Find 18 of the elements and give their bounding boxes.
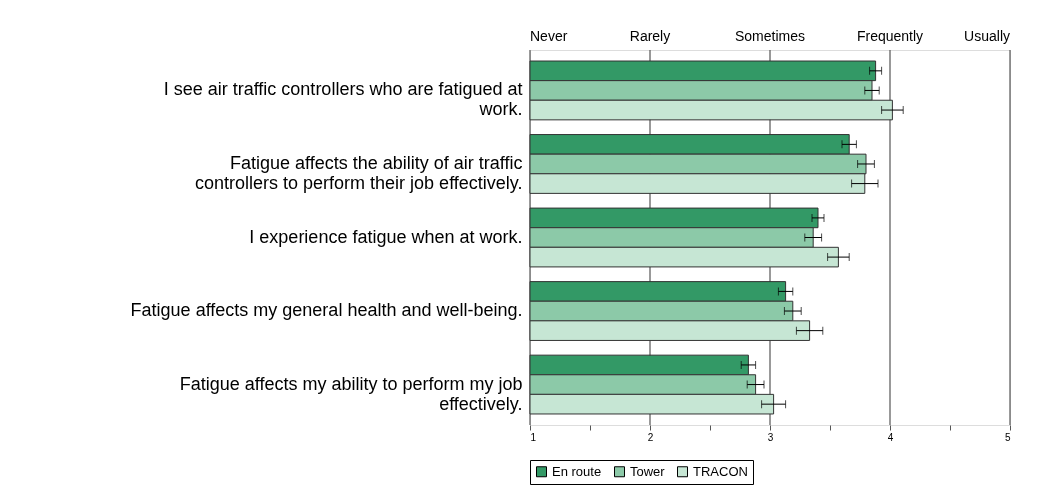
y-tick-label: I experience fatigue when at work. bbox=[249, 226, 523, 247]
legend-label: En route bbox=[552, 463, 602, 479]
legend-label: TRACON bbox=[693, 463, 748, 479]
x-tick-label: 5 bbox=[1004, 431, 1011, 443]
x-tick-label: 4 bbox=[887, 431, 894, 443]
y-tick-label: Fatigue affects my ability to perform my job effectively. bbox=[179, 373, 523, 414]
y-tick-label: Fatigue affects my general health and well-being. bbox=[130, 300, 523, 321]
x-tick-label: 3 bbox=[767, 431, 774, 443]
text: Rarely bbox=[629, 28, 671, 44]
text: Never bbox=[530, 28, 568, 44]
y-tick-label: Fatigue affects the ability of air traffic controllers to perform their job effectively. bbox=[195, 152, 523, 193]
legend-label: Tower bbox=[630, 463, 666, 479]
text: Sometimes bbox=[734, 28, 806, 44]
x-tick-label: 1 bbox=[530, 431, 537, 443]
x-tick-label: 2 bbox=[647, 431, 654, 443]
y-tick-label: I see air traffic controllers who are fatigued at work. bbox=[163, 79, 523, 120]
text: Frequently bbox=[856, 28, 924, 44]
text: Usually bbox=[964, 28, 1010, 44]
